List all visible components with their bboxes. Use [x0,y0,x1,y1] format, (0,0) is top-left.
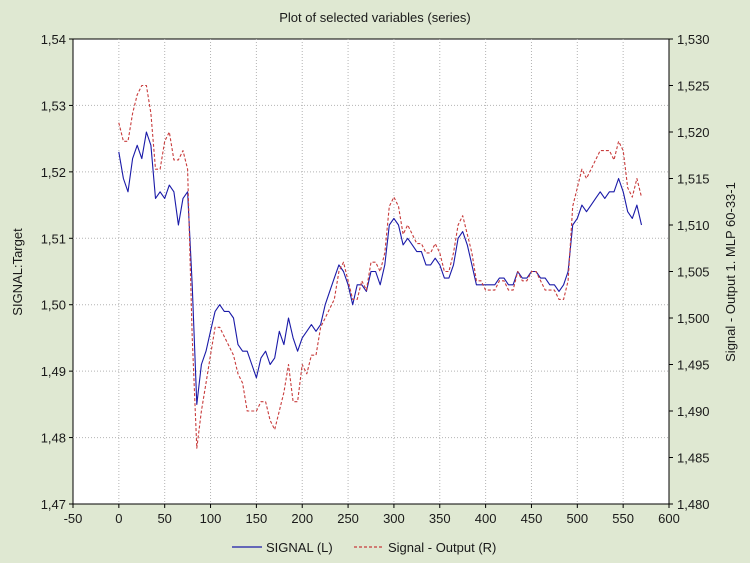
y-right-tick-label: 1,515 [677,172,710,187]
y-right-tick-label: 1,500 [677,311,710,326]
legend: SIGNAL (L) Signal - Output (R) [232,540,496,555]
y-right-tick-label: 1,490 [677,404,710,419]
y-left-tick-label: 1,53 [41,98,66,113]
legend-label-output: Signal - Output (R) [388,540,496,555]
x-tick-label: 350 [429,511,451,526]
x-tick-label: 150 [246,511,268,526]
chart-title: Plot of selected variables (series) [279,10,470,25]
x-tick-label: 450 [521,511,543,526]
y-left-tick-label: 1,50 [41,298,66,313]
series-line-signal [118,131,643,405]
y-right-tick-label: 1,505 [677,265,710,280]
y-left-tick-label: 1,47 [41,497,66,512]
y-left-tick-label: 1,51 [41,231,66,246]
x-tick-label: 50 [157,511,171,526]
y-right-tick-label: 1,525 [677,79,710,94]
y-left-tick-label: 1,52 [41,165,66,180]
y-right-tick-label: 1,530 [677,32,710,47]
x-tick-label: 550 [612,511,634,526]
x-tick-label: 200 [291,511,313,526]
y-left-tick-label: 1,54 [41,32,66,47]
gridlines [73,39,669,504]
y-right-tick-label: 1,510 [677,218,710,233]
y-axis-right-title: Signal - Output 1. MLP 60-33-1 [723,182,738,362]
x-tick-label: 0 [115,511,122,526]
y-axis-left-title: SIGNAL:Target [10,228,25,316]
y-right-tick-label: 1,480 [677,497,710,512]
x-tick-label: 100 [200,511,222,526]
y-left-tick-label: 1,49 [41,364,66,379]
y-left-tick-label: 1,48 [41,431,66,446]
y-right-tick-label: 1,520 [677,125,710,140]
series-lines [118,84,643,449]
x-tick-label: 400 [475,511,497,526]
x-tick-label: 600 [658,511,680,526]
legend-label-signal: SIGNAL (L) [266,540,333,555]
y-right-tick-label: 1,495 [677,358,710,373]
x-tick-label: 250 [337,511,359,526]
series-line-output [118,84,643,449]
axes: -50 0 50 100 150 200 250 300 350 400 450 500 550 6001… [41,32,710,526]
x-tick-label: 300 [383,511,405,526]
x-tick-label: 500 [566,511,588,526]
y-right-tick-label: 1,485 [677,451,710,466]
x-tick-label: -50 [64,511,83,526]
